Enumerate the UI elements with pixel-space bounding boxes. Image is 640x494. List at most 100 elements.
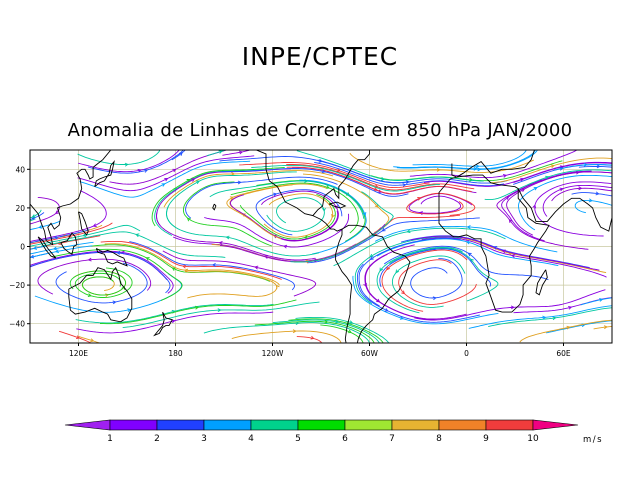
- streamline-arrow: [191, 178, 196, 182]
- coast-hawaii: [212, 203, 217, 211]
- lat-tick-label: −40: [9, 320, 25, 329]
- streamline: [393, 150, 536, 170]
- streamline-arrow: [182, 264, 187, 269]
- streamline: [286, 166, 472, 195]
- coast-sumatra: [37, 236, 57, 259]
- colorbar-left-triangle: [64, 419, 111, 431]
- coast-south-america: [335, 224, 411, 343]
- streamline-arrow: [172, 168, 177, 173]
- streamline-arrow: [273, 234, 278, 239]
- colorbar-segment: [485, 419, 534, 431]
- colorbar-label: 10: [527, 434, 539, 444]
- streamline-arrow: [273, 192, 278, 197]
- lat-tick-label: 0: [20, 243, 25, 252]
- streamline-arrow: [384, 308, 389, 312]
- streamline: [496, 179, 589, 250]
- streamline: [423, 161, 612, 187]
- streamline-arrow: [238, 150, 244, 155]
- streamline-arrow: [532, 204, 537, 209]
- streamline: [538, 171, 612, 183]
- streamline: [421, 237, 607, 278]
- lon-tick-label: 120E: [69, 349, 88, 358]
- coast-australia: [68, 266, 133, 323]
- coast-philippines: [78, 211, 89, 236]
- streamline-arrow: [186, 179, 191, 183]
- streamline-arrow: [575, 170, 580, 175]
- streamline: [230, 194, 339, 241]
- streamline-arrow: [381, 227, 386, 232]
- streamline: [398, 259, 477, 305]
- streamline: [410, 258, 463, 299]
- streamline: [239, 193, 336, 240]
- streamline-arrow: [395, 269, 400, 274]
- streamlines: [30, 150, 612, 343]
- streamline-arrow: [304, 179, 309, 183]
- lon-tick-label: 0: [464, 349, 469, 358]
- colorbar-label: 4: [248, 434, 254, 444]
- streamline: [307, 217, 480, 264]
- streamline: [219, 156, 411, 184]
- streamline: [162, 250, 317, 297]
- streamline-arrow: [510, 305, 515, 310]
- streamline: [209, 180, 365, 219]
- streamline-arrow: [161, 183, 166, 187]
- streamline-arrow: [144, 168, 149, 173]
- streamline-arrow: [218, 240, 223, 245]
- colorbar-segment: [156, 419, 205, 431]
- streamline-arrow: [349, 320, 354, 325]
- streamline-arrow: [217, 308, 222, 312]
- streamline-arrow: [124, 162, 129, 167]
- streamline-arrow: [325, 185, 330, 189]
- streamline: [156, 211, 316, 261]
- streamline-arrow: [321, 169, 326, 174]
- colorbar-segment: [203, 419, 252, 431]
- streamline-arrow: [401, 290, 406, 295]
- streamline: [100, 240, 282, 280]
- streamline-arrow: [520, 177, 525, 182]
- colorbar-segment: [297, 419, 346, 431]
- lat-tick-label: −20: [9, 281, 25, 290]
- streamline: [30, 220, 61, 231]
- streamline: [52, 248, 183, 302]
- colorbar-right-triangle: [532, 419, 579, 431]
- streamline-arrow: [477, 167, 482, 172]
- lon-tick-label: 60E: [556, 349, 571, 358]
- streamline: [396, 150, 539, 170]
- colorbar-segment: [438, 419, 487, 431]
- streamline-arrow: [559, 187, 564, 192]
- streamline-arrow: [211, 263, 216, 267]
- lon-tick-label: 180: [168, 349, 183, 358]
- streamline: [122, 301, 320, 329]
- streamline: [356, 263, 480, 323]
- streamline-arrow: [195, 180, 200, 185]
- streamline-arrow: [402, 183, 407, 187]
- page-title: INPE/CPTEC: [241, 42, 399, 71]
- coast-new-guinea: [95, 248, 128, 267]
- streamline-arrow: [116, 250, 121, 255]
- streamline: [358, 237, 461, 307]
- chart-subtitle: Anomalia de Linhas de Corrente em 850 hP…: [67, 120, 573, 141]
- streamline-arrow: [145, 257, 150, 261]
- streamline-arrow: [237, 180, 242, 185]
- streamline: [104, 243, 280, 286]
- colorbar-label: 7: [389, 434, 395, 444]
- streamline: [296, 150, 484, 182]
- streamline: [99, 299, 297, 325]
- streamline: [383, 245, 549, 281]
- streamline: [239, 162, 430, 189]
- streamline: [77, 150, 161, 165]
- streamline-arrow: [275, 284, 280, 289]
- streamline: [206, 150, 227, 157]
- colorbar-label: 9: [483, 434, 489, 444]
- streamline-arrow: [53, 235, 58, 240]
- streamline: [221, 168, 409, 197]
- coast-africa: [438, 174, 550, 313]
- colorbar-label: 1: [107, 434, 113, 444]
- streamline: [79, 160, 251, 198]
- streamline: [78, 150, 180, 173]
- streamline-arrow: [406, 229, 411, 234]
- graticule: [30, 150, 612, 343]
- streamline: [222, 150, 252, 156]
- streamline: [41, 231, 226, 258]
- streamline: [74, 267, 133, 298]
